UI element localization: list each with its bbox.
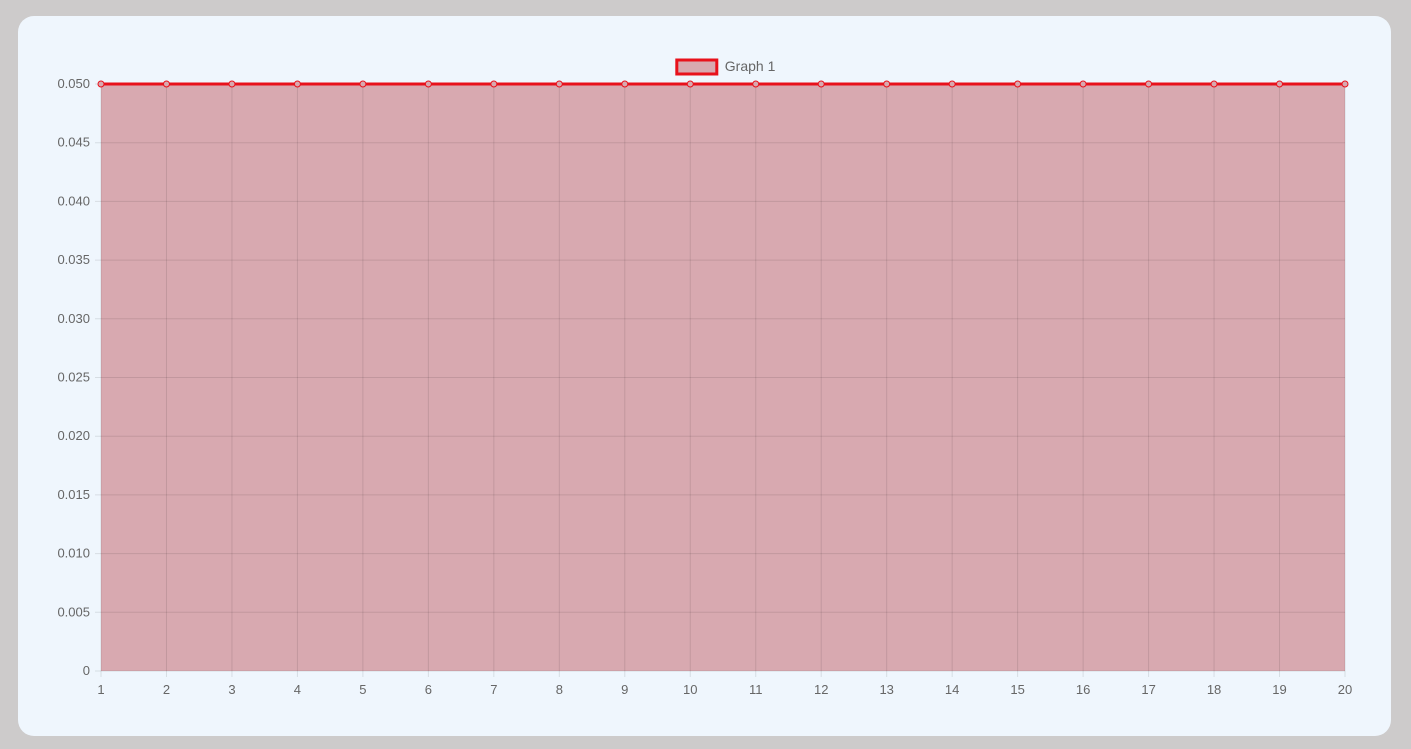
x-tick-label: 10: [683, 682, 697, 697]
y-tick-label: 0.015: [57, 487, 90, 502]
data-point[interactable]: [948, 80, 956, 88]
x-tick-label: 15: [1010, 682, 1024, 697]
data-point[interactable]: [1276, 80, 1284, 88]
data-point[interactable]: [1341, 80, 1349, 88]
data-point[interactable]: [1014, 80, 1022, 88]
data-point[interactable]: [97, 80, 105, 88]
legend-label[interactable]: Graph 1: [725, 58, 776, 74]
data-point[interactable]: [686, 80, 694, 88]
y-tick-label: 0.025: [57, 370, 90, 385]
series-area-layer: [101, 84, 1345, 671]
data-point[interactable]: [162, 80, 170, 88]
x-tick-label: 2: [163, 682, 170, 697]
y-tick-label: 0.050: [57, 76, 90, 91]
x-tick-label: 3: [228, 682, 235, 697]
x-tick-label: 5: [359, 682, 366, 697]
data-point[interactable]: [752, 80, 760, 88]
x-tick-label: 13: [879, 682, 893, 697]
data-point[interactable]: [1210, 80, 1218, 88]
y-tick-label: 0.020: [57, 428, 90, 443]
data-point[interactable]: [228, 80, 236, 88]
x-tick-label: 8: [556, 682, 563, 697]
y-tick-label: 0: [83, 663, 90, 678]
data-point[interactable]: [883, 80, 891, 88]
y-axis-ticks: 0 0.005 0.010 0.015 0.020 0.025 0.030 0.035 0.04…: [57, 76, 90, 678]
y-tick-label: 0.005: [57, 604, 90, 619]
y-tick-label: 0.035: [57, 252, 90, 267]
y-tick-label: 0.045: [57, 135, 90, 150]
y-tick-label: 0.040: [57, 193, 90, 208]
x-tick-label: 19: [1272, 682, 1286, 697]
legend[interactable]: Graph 1: [675, 58, 776, 76]
grid: [95, 83, 1346, 677]
x-tick-label: 1: [97, 682, 104, 697]
x-tick-label: 16: [1076, 682, 1090, 697]
x-tick-label: 20: [1338, 682, 1352, 697]
x-tick-label: 17: [1141, 682, 1155, 697]
y-tick-label: 0.030: [57, 311, 90, 326]
data-point[interactable]: [490, 80, 498, 88]
series-area-fill: [101, 84, 1345, 671]
x-tick-label: 9: [621, 682, 628, 697]
data-point[interactable]: [1079, 80, 1087, 88]
data-point[interactable]: [1145, 80, 1153, 88]
series-points: [97, 80, 1349, 88]
x-tick-label: 11: [749, 682, 763, 697]
x-tick-label: 12: [814, 682, 828, 697]
x-tick-label: 14: [945, 682, 959, 697]
legend-swatch[interactable]: [675, 58, 719, 76]
x-tick-label: 6: [425, 682, 432, 697]
x-tick-label: 4: [294, 682, 301, 697]
x-tick-label: 18: [1207, 682, 1221, 697]
data-point[interactable]: [817, 80, 825, 88]
x-tick-label: 7: [490, 682, 497, 697]
data-point[interactable]: [293, 80, 301, 88]
data-point[interactable]: [424, 80, 432, 88]
x-axis-ticks: 1 2 3 4 5 6 7 8 9 10 11 12 13 14 15 16 17 18 19 20: [97, 682, 1352, 697]
data-point[interactable]: [359, 80, 367, 88]
y-tick-label: 0.010: [57, 546, 90, 561]
data-point[interactable]: [621, 80, 629, 88]
data-point[interactable]: [555, 80, 563, 88]
